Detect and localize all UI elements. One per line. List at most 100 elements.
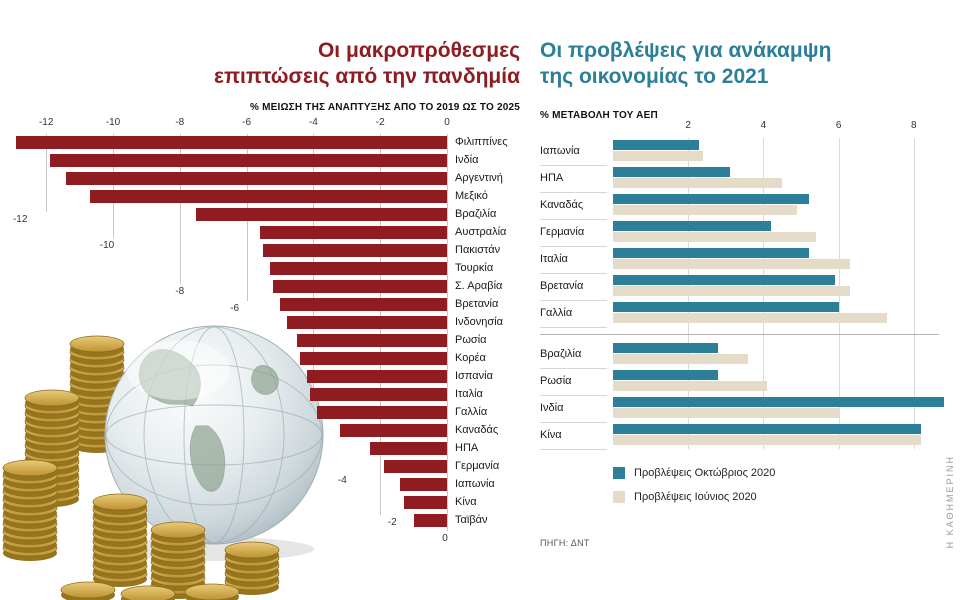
country-label: ΗΠΑ [455, 442, 479, 454]
country-label: Βρετανία [455, 298, 499, 310]
country-label: Καναδάς [540, 192, 607, 220]
group-divider [540, 334, 939, 335]
gold-coin [224, 541, 280, 564]
bar [384, 460, 447, 473]
bar [340, 424, 447, 437]
gridline [913, 138, 915, 449]
country-label: Βραζιλία [455, 208, 497, 220]
country-label: Τουρκία [455, 262, 494, 274]
legend-label-june: Προβλέψεις Ιούνιος 2020 [634, 491, 757, 503]
gold-coin [69, 335, 125, 358]
bar [300, 352, 447, 365]
country-label: Ρωσία [540, 368, 607, 396]
bar [280, 298, 447, 311]
bar [287, 316, 447, 329]
country-label: Γερμανία [455, 460, 500, 472]
recovery-chart-subtitle: % ΜΕΤΑΒΟΛΗ ΤΟΥ ΑΕΠ [540, 110, 658, 121]
pandemic-chart-title-line1: Οι μακροπρόθεσμες [317, 39, 520, 62]
bar [307, 370, 447, 383]
bar-june-2020 [613, 313, 887, 323]
bar [260, 226, 447, 239]
axis-tick-label: -12 [38, 117, 54, 128]
legend-swatch-october [613, 467, 625, 479]
axis-tick-label-inner: -6 [230, 303, 240, 314]
axis-tick-label: 0 [444, 117, 450, 128]
source-label: ΠΗΓΗ: ΔΝΤ [540, 538, 590, 548]
country-label: Βρετανία [540, 273, 607, 301]
bar-october-2020 [613, 248, 809, 258]
axis-tick-label: -10 [105, 117, 121, 128]
axis-tick-label: -6 [242, 117, 252, 128]
globe-continents [138, 349, 279, 492]
bar-june-2020 [613, 286, 850, 296]
country-label: Ιαπωνία [455, 478, 495, 490]
bar [297, 334, 447, 347]
bar [50, 154, 447, 167]
gold-coin [2, 459, 58, 482]
bar-october-2020 [613, 167, 730, 177]
pandemic-chart-title-line2: επιπτώσεις από την πανδημία [213, 65, 520, 88]
gold-coin [60, 581, 116, 600]
axis-tick-label: -2 [375, 117, 385, 128]
bar-june-2020 [613, 259, 850, 269]
bar [317, 406, 447, 419]
bar [196, 208, 447, 221]
bar-october-2020 [613, 194, 809, 204]
country-label: Πακιστάν [455, 244, 501, 256]
bar-june-2020 [613, 232, 816, 242]
axis-tick-label-inner: -12 [12, 214, 28, 225]
bar [66, 172, 447, 185]
bar-june-2020 [613, 381, 767, 391]
country-label: Σ. Αραβία [455, 280, 503, 292]
country-label: Αργεντινή [455, 172, 503, 184]
country-label: Ταϊβάν [455, 514, 488, 526]
recovery-chart-title: Οι προβλέψεις για ανάκαμψη της οικονομία… [540, 38, 831, 90]
bar [404, 496, 447, 509]
axis-tick-label: -4 [308, 117, 318, 128]
country-label: Γαλλία [455, 406, 488, 418]
bar-october-2020 [613, 424, 921, 434]
axis-tick-label: 2 [685, 120, 691, 131]
gold-coin [92, 493, 148, 516]
legend-swatch-june [613, 491, 625, 503]
country-label: Κίνα [540, 422, 607, 450]
forecast-legend: Προβλέψεις Οκτώβριος 2020 Προβλέψεις Ιού… [613, 461, 775, 509]
country-label: Βραζιλία [540, 341, 607, 369]
country-label: Ιαπωνία [540, 138, 607, 166]
country-label: Φιλιππίνες [455, 136, 508, 148]
bar-october-2020 [613, 275, 835, 285]
axis-tick-label-inner: -8 [175, 286, 185, 297]
bar-october-2020 [613, 302, 839, 312]
country-label: Γαλλία [540, 300, 607, 328]
axis-tick-label: -8 [175, 117, 185, 128]
bar-october-2020 [613, 397, 944, 407]
bar-october-2020 [613, 140, 699, 150]
bar-october-2020 [613, 221, 771, 231]
country-label: Γερμανία [540, 219, 607, 247]
country-label: Ινδονησία [455, 316, 504, 328]
bar [263, 244, 447, 257]
country-label: Κίνα [455, 496, 477, 508]
gold-coin [120, 585, 176, 600]
axis-tick-label-inner: 0 [442, 533, 448, 544]
axis-tick-label-inner: -2 [387, 517, 397, 528]
bar-june-2020 [613, 408, 839, 418]
country-label: ΗΠΑ [540, 165, 607, 193]
legend-item-october-2020: Προβλέψεις Οκτώβριος 2020 [613, 461, 775, 485]
bar [90, 190, 447, 203]
axis-tick-label: 6 [835, 120, 842, 131]
bar [273, 280, 447, 293]
legend-item-june-2020: Προβλέψεις Ιούνιος 2020 [613, 485, 775, 509]
coins-globe-photo [2, 325, 324, 600]
country-label: Ισπανία [455, 370, 493, 382]
country-label: Καναδάς [455, 424, 499, 436]
country-label: Αυστραλία [455, 226, 507, 238]
country-label: Ιταλία [540, 246, 607, 274]
bar-june-2020 [613, 178, 782, 188]
country-label: Μεξικό [455, 190, 488, 202]
bar-june-2020 [613, 435, 921, 445]
country-label: Ινδία [455, 154, 479, 166]
gold-coin [24, 389, 80, 412]
gridline [46, 134, 48, 212]
